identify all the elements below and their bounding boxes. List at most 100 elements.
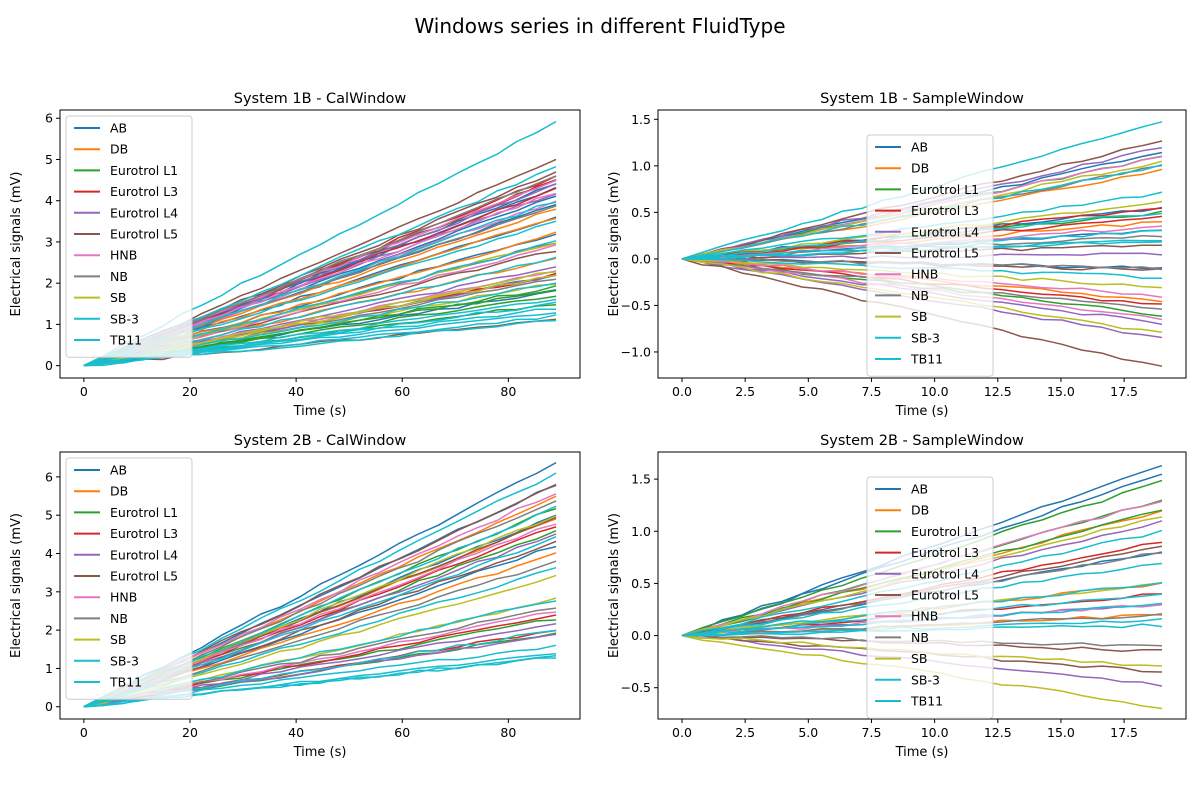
x-tick-label: 60 — [394, 725, 410, 740]
x-tick-label: 17.5 — [1110, 725, 1138, 740]
legend-entry: Eurotrol L4 — [911, 566, 979, 581]
y-tick-label: 1 — [45, 661, 53, 676]
legend-entry: SB-3 — [911, 672, 940, 687]
x-tick-label: 15.0 — [1047, 384, 1075, 399]
x-axis-label: Time (s) — [293, 404, 347, 419]
legend-entry: SB-3 — [110, 653, 139, 668]
y-tick-label: −1.0 — [621, 344, 651, 359]
x-tick-label: 40 — [288, 384, 304, 399]
legend: AB DB Eurotrol L1 Eurotrol L3 Eurotrol L4 Eur… — [65, 115, 193, 358]
panel-title: System 1B - CalWindow — [234, 91, 407, 107]
legend-entry: Eurotrol L3 — [911, 203, 979, 218]
legend-entry: TB11 — [109, 333, 142, 348]
legend-entry: Eurotrol L5 — [911, 246, 979, 261]
axes-frame — [657, 451, 1187, 720]
legend-entry: TB11 — [910, 352, 943, 367]
legend-entry: SB — [110, 290, 127, 305]
y-axis-label: Electrical signals (mV) — [607, 172, 622, 317]
y-tick-label: 1.0 — [631, 158, 651, 173]
y-tick-label: −0.5 — [621, 298, 651, 313]
legend-entry: AB — [110, 463, 127, 478]
x-tick-label: 12.5 — [984, 384, 1012, 399]
x-tick-label: 10.0 — [921, 384, 949, 399]
x-tick-label: 7.5 — [862, 384, 882, 399]
legend-entry: Eurotrol L1 — [110, 505, 178, 520]
legend-entry: TB11 — [910, 694, 943, 709]
legend-entry: HNB — [911, 267, 938, 282]
y-tick-label: 1.5 — [631, 112, 651, 127]
legend-entry: Eurotrol L1 — [110, 163, 178, 178]
y-tick-label: 5 — [45, 508, 53, 523]
x-tick-label: 0.0 — [672, 384, 692, 399]
legend-entry: Eurotrol L3 — [110, 184, 178, 199]
x-tick-label: 15.0 — [1047, 725, 1075, 740]
y-tick-label: 1 — [45, 317, 53, 332]
legend-entry: Eurotrol L4 — [110, 205, 178, 220]
panel-title: System 2B - CalWindow — [234, 433, 407, 449]
legend: AB DB Eurotrol L1 Eurotrol L3 Eurotrol L4 Eur… — [866, 476, 994, 719]
y-tick-label: 0 — [45, 699, 53, 714]
y-tick-label: 0 — [45, 358, 53, 373]
y-tick-label: 0.0 — [631, 251, 651, 266]
legend-entry: SB — [911, 309, 928, 324]
x-tick-label: 80 — [500, 384, 516, 399]
x-tick-label: 7.5 — [862, 725, 882, 740]
x-axis-label: Time (s) — [895, 404, 949, 419]
y-axis-label: Electrical signals (mV) — [9, 513, 24, 658]
x-axis-label: Time (s) — [293, 745, 347, 760]
legend-entry: Eurotrol L5 — [911, 588, 979, 603]
legend-entry: Eurotrol L1 — [911, 524, 979, 539]
chart-panel-4: 0.0 2.5 5.0 7.5 10.0 12.5 15.0 17.5 −0.5 0.0 0.5 1.… — [607, 433, 1187, 760]
legend-entry: Eurotrol L4 — [110, 547, 178, 562]
x-tick-label: 80 — [500, 725, 516, 740]
legend: AB DB Eurotrol L1 Eurotrol L3 Eurotrol L4 Eur… — [65, 457, 193, 700]
legend-entry: DB — [911, 161, 929, 176]
x-tick-label: 12.5 — [984, 725, 1012, 740]
y-tick-label: 5 — [45, 152, 53, 167]
legend-entry: Eurotrol L5 — [110, 227, 178, 242]
y-tick-label: 3 — [45, 234, 53, 249]
legend-entry: DB — [110, 142, 128, 157]
legend-entry: HNB — [110, 590, 137, 605]
legend-entry: TB11 — [109, 675, 142, 690]
legend-entry: Eurotrol L5 — [110, 569, 178, 584]
y-axis-label: Electrical signals (mV) — [9, 172, 24, 317]
y-tick-label: 4 — [45, 193, 53, 208]
legend-entry: NB — [911, 288, 929, 303]
legend-entry: NB — [911, 630, 929, 645]
y-tick-label: −0.5 — [621, 680, 651, 695]
x-tick-label: 20 — [182, 725, 198, 740]
axes-frame — [59, 109, 581, 379]
x-tick-label: 0 — [80, 725, 88, 740]
legend-entry: HNB — [911, 609, 938, 624]
legend-entry: SB-3 — [110, 311, 139, 326]
chart-panel-1: 0 20 40 60 80 0 1 2 3 4 5 6 System 1B - CalWindow Tim… — [9, 91, 581, 419]
y-tick-label: 3 — [45, 584, 53, 599]
y-tick-label: 2 — [45, 623, 53, 638]
x-tick-label: 60 — [394, 384, 410, 399]
x-tick-label: 17.5 — [1110, 384, 1138, 399]
x-tick-label: 5.0 — [798, 384, 818, 399]
panel-title: System 1B - SampleWindow — [820, 91, 1024, 107]
legend-entry: Eurotrol L4 — [911, 224, 979, 239]
x-tick-label: 40 — [288, 725, 304, 740]
legend-entry: NB — [110, 611, 128, 626]
y-tick-label: 1.0 — [631, 524, 651, 539]
y-tick-label: 2 — [45, 276, 53, 291]
legend-entry: SB-3 — [911, 330, 940, 345]
x-tick-label: 2.5 — [735, 384, 755, 399]
x-tick-label: 20 — [182, 384, 198, 399]
panel-title: System 2B - SampleWindow — [820, 433, 1024, 449]
legend-entry: HNB — [110, 248, 137, 263]
legend-entry: Eurotrol L3 — [110, 526, 178, 541]
x-tick-label: 0 — [80, 384, 88, 399]
x-tick-label: 10.0 — [921, 725, 949, 740]
x-tick-label: 0.0 — [672, 725, 692, 740]
legend-entry: DB — [110, 484, 128, 499]
legend-entry: NB — [110, 269, 128, 284]
legend-entry: AB — [911, 140, 928, 155]
y-tick-label: 0.5 — [631, 576, 651, 591]
legend: AB DB Eurotrol L1 Eurotrol L3 Eurotrol L4 Eur… — [866, 134, 994, 377]
legend-entry: AB — [911, 482, 928, 497]
y-tick-label: 6 — [45, 111, 53, 126]
